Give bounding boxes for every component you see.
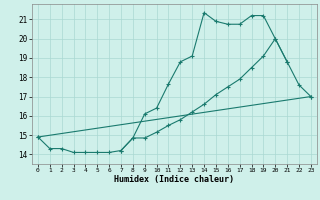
X-axis label: Humidex (Indice chaleur): Humidex (Indice chaleur)	[115, 175, 234, 184]
